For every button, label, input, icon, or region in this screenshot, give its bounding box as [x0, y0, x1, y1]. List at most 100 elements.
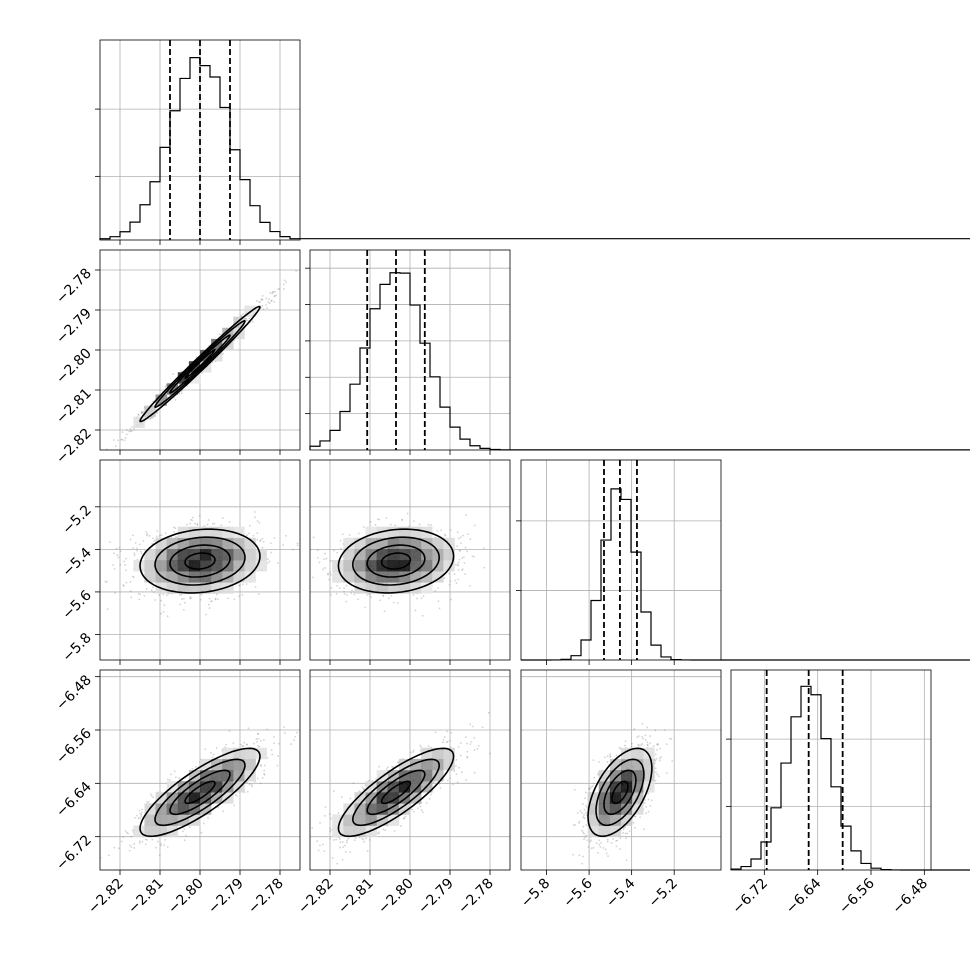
scatter-point: [413, 520, 415, 522]
scatter-point: [344, 850, 347, 853]
scatter-point: [572, 824, 575, 826]
scatter-point: [582, 831, 585, 834]
scatter-point: [339, 846, 341, 849]
scatter-point: [266, 562, 269, 564]
scatter-point: [248, 783, 251, 785]
scatter-point: [656, 742, 659, 745]
contour-level-1: [169, 544, 231, 578]
scatter-point: [585, 824, 588, 827]
density-cell: [410, 781, 422, 793]
scatter-point: [278, 287, 281, 290]
scatter-point: [378, 832, 380, 835]
scatter-point: [160, 612, 163, 615]
scatter-point: [217, 806, 220, 809]
scatter-point: [151, 542, 154, 545]
scatter-point: [625, 837, 627, 840]
x-tick-label-col0-4: −2.78: [245, 876, 287, 918]
scatter-point: [446, 740, 449, 743]
scatter-point: [473, 524, 476, 527]
scatter-point: [592, 846, 595, 849]
scatter-point: [466, 550, 468, 553]
scatter-point: [151, 838, 154, 841]
scatter-point: [172, 526, 175, 529]
density-cell: [432, 560, 444, 572]
scatter-point: [221, 517, 224, 519]
density-cell: [233, 537, 245, 550]
scatter-point: [210, 600, 212, 603]
scatter-point: [211, 361, 214, 364]
scatter-point: [588, 787, 590, 790]
density-cell: [211, 548, 223, 561]
density-cell: [155, 825, 167, 837]
density-cell: [155, 548, 167, 561]
scatter-point: [166, 846, 169, 848]
density-cell: [410, 582, 422, 594]
scatter-point: [150, 794, 153, 797]
density-cell: [211, 571, 223, 583]
scatter-point: [139, 593, 142, 596]
scatter-point: [131, 829, 134, 832]
x-tick-label-col1-3: −2.79: [415, 876, 457, 918]
scatter-point: [455, 758, 458, 761]
scatter-point: [437, 600, 440, 603]
scatter-point: [233, 339, 236, 342]
scatter-point: [144, 843, 147, 846]
scatter-point: [461, 557, 464, 560]
scatter-point: [329, 559, 332, 562]
x-tick-label-col2-0: −5.8: [518, 876, 553, 911]
density-cell: [177, 372, 190, 384]
scatter-point: [146, 534, 148, 537]
scatter-point: [121, 431, 124, 433]
scatter-point: [163, 844, 166, 847]
density-cell: [144, 560, 156, 572]
scatter-point: [270, 300, 273, 302]
density-cell: [188, 526, 201, 539]
scatter-point: [180, 370, 183, 373]
scatter-point: [155, 846, 158, 849]
density-cell: [621, 803, 633, 815]
density-cell: [200, 803, 212, 815]
density-cell: [166, 792, 179, 804]
scatter-point: [625, 859, 628, 862]
scatter-point: [259, 301, 262, 304]
scatter-point: [166, 615, 169, 618]
scatter-point: [105, 581, 108, 583]
scatter-point: [654, 759, 657, 762]
scatter-point: [259, 540, 262, 543]
scatter-point: [253, 511, 256, 513]
scatter-point: [590, 785, 593, 788]
scatter-point: [180, 392, 183, 395]
scatter-point: [382, 594, 385, 597]
scatter-point: [178, 594, 181, 596]
scatter-point: [191, 519, 194, 522]
scatter-point: [130, 596, 133, 599]
density-cell: [410, 792, 422, 804]
scatter-point: [211, 756, 214, 759]
x-tick-label-col1-4: −2.78: [455, 876, 497, 918]
scatter-point: [409, 751, 412, 754]
scatter-point: [242, 745, 245, 747]
scatter-point: [233, 598, 236, 601]
density-cell: [632, 770, 644, 782]
scatter-point: [465, 742, 468, 745]
scatter-point: [246, 743, 248, 746]
density-cell: [133, 825, 145, 837]
scatter-point: [147, 801, 150, 803]
density-cell: [598, 825, 611, 837]
scatter-point: [324, 806, 327, 808]
density-cell: [177, 803, 190, 815]
scatter-point: [185, 834, 187, 837]
density-cell: [155, 537, 167, 550]
scatter-point: [358, 836, 361, 839]
scatter-point: [246, 319, 248, 322]
scatter-point: [332, 549, 335, 552]
scatter-point: [642, 737, 645, 740]
scatter-point: [140, 813, 143, 816]
scatter-point: [275, 294, 278, 297]
scatter-point: [114, 445, 117, 448]
density-cell: [155, 792, 167, 804]
scatter-point: [178, 392, 181, 395]
scatter-point: [469, 538, 472, 541]
scatter-point: [330, 829, 333, 832]
density-cell: [632, 781, 644, 793]
